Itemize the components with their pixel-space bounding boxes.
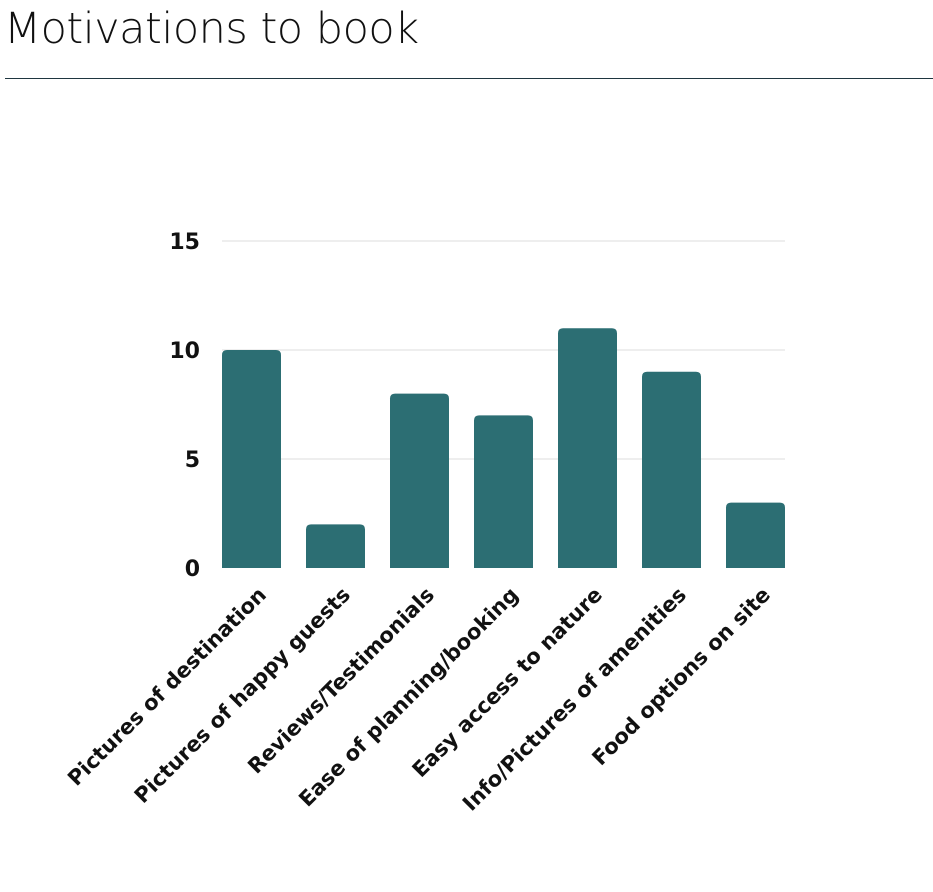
x-category-label: Food options on site xyxy=(587,583,775,771)
bar xyxy=(390,393,449,568)
y-tick-label: 15 xyxy=(169,230,200,255)
y-tick-label: 10 xyxy=(169,339,200,364)
bar xyxy=(306,524,365,568)
y-axis-ticks: 0 5 10 15 xyxy=(169,230,200,582)
bar xyxy=(474,415,533,568)
y-tick-label: 0 xyxy=(185,557,200,582)
title-divider xyxy=(5,78,933,79)
bar xyxy=(642,371,701,568)
bar xyxy=(558,328,617,568)
bar xyxy=(726,502,785,568)
bars xyxy=(222,328,785,568)
y-tick-label: 5 xyxy=(185,448,200,473)
page-title: Motivations to book xyxy=(4,4,419,54)
bar xyxy=(222,350,281,568)
